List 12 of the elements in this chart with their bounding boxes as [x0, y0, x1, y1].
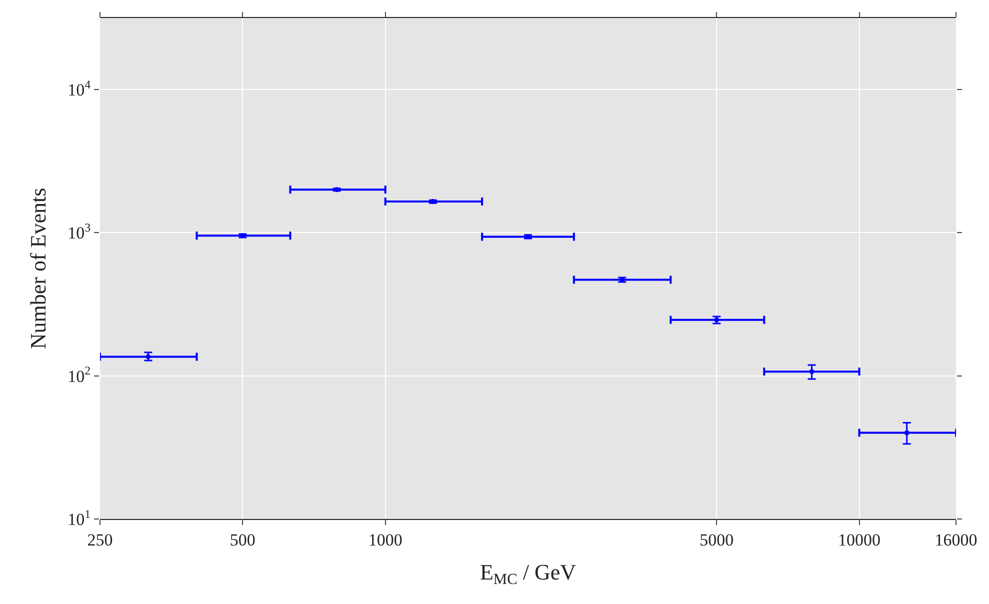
y-tick-label: 10$^{1}$ — [68, 506, 91, 529]
y-axis-title: Number of Events — [25, 188, 50, 350]
x-tick-label: 250 — [87, 530, 113, 550]
x-axis-title: E$_{MC}$ / GeV — [480, 559, 576, 588]
x-tick-label: 1000 — [368, 530, 402, 550]
x-tick-label: 500 — [230, 530, 256, 550]
x-tick-label: 10000 — [838, 530, 881, 550]
x-tick-label: 16000 — [934, 530, 978, 550]
y-tick-label: 10$^{2}$ — [68, 364, 91, 386]
x-tick-label: 5000 — [700, 530, 734, 550]
y-tick-label: 10$^{3}$ — [68, 220, 91, 243]
y-tick-label: 10$^{4}$ — [68, 77, 91, 100]
